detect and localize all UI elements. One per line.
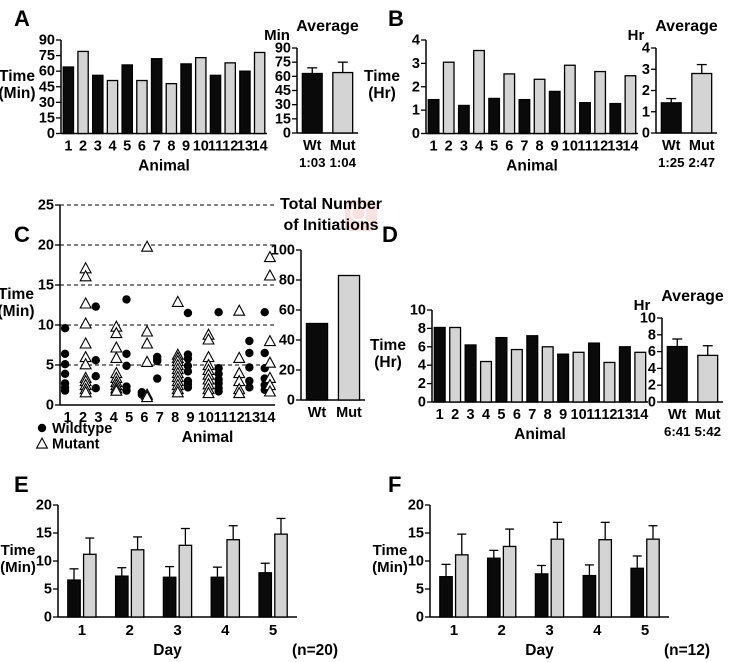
svg-text:Wt: Wt (662, 138, 681, 154)
svg-text:1:03: 1:03 (299, 155, 326, 170)
svg-text:10: 10 (408, 554, 424, 570)
svg-text:Total Number: Total Number (280, 196, 382, 213)
svg-text:0: 0 (416, 610, 424, 626)
svg-text:60: 60 (275, 69, 291, 85)
svg-text:5: 5 (641, 622, 649, 639)
svg-text:7: 7 (156, 410, 164, 426)
svg-text:0: 0 (46, 398, 54, 414)
svg-text:3: 3 (545, 622, 553, 639)
svg-text:Mut: Mut (689, 138, 715, 154)
svg-text:6:41: 6:41 (664, 424, 691, 439)
svg-text:2: 2 (126, 622, 134, 639)
svg-text:10: 10 (198, 410, 214, 426)
svg-text:(Min): (Min) (0, 303, 35, 320)
svg-text:1: 1 (450, 622, 458, 639)
svg-text:Average: Average (661, 288, 724, 305)
svg-text:15: 15 (38, 278, 54, 294)
svg-text:15: 15 (275, 111, 291, 127)
svg-text:8: 8 (648, 327, 656, 343)
svg-text:Hr: Hr (628, 27, 645, 44)
svg-text:20: 20 (38, 238, 54, 254)
svg-text:12: 12 (229, 410, 245, 426)
svg-text:100: 100 (271, 243, 295, 259)
svg-text:5: 5 (46, 358, 54, 374)
svg-text:Mutant: Mutant (52, 437, 100, 453)
svg-text:(n=20): (n=20) (292, 642, 338, 659)
svg-text:80: 80 (279, 273, 295, 289)
svg-text:14: 14 (259, 410, 275, 426)
svg-text:45: 45 (275, 83, 291, 99)
svg-text:15: 15 (408, 526, 424, 542)
svg-text:0: 0 (642, 126, 650, 142)
svg-text:20: 20 (279, 363, 295, 379)
svg-text:0: 0 (287, 393, 295, 409)
svg-text:Wt: Wt (308, 405, 327, 421)
svg-text:Time: Time (0, 286, 34, 303)
svg-text:Average: Average (296, 18, 359, 35)
svg-text:2:47: 2:47 (688, 155, 715, 170)
svg-text:8: 8 (171, 410, 179, 426)
svg-text:20: 20 (36, 498, 52, 514)
svg-text:0: 0 (44, 610, 52, 626)
svg-text:Average: Average (655, 18, 718, 35)
svg-text:Wt: Wt (303, 138, 322, 154)
svg-text:15: 15 (36, 526, 52, 542)
svg-text:10: 10 (38, 318, 54, 334)
svg-text:of Initiations: of Initiations (283, 217, 378, 234)
svg-text:4: 4 (221, 622, 230, 639)
svg-text:1: 1 (78, 622, 86, 639)
svg-text:11: 11 (214, 410, 229, 426)
svg-text:Animal: Animal (182, 429, 234, 446)
svg-text:5:42: 5:42 (694, 424, 721, 439)
svg-text:40: 40 (279, 333, 295, 349)
svg-text:75: 75 (275, 55, 291, 71)
svg-text:2: 2 (498, 622, 506, 639)
svg-text:Mut: Mut (330, 138, 356, 154)
svg-text:9: 9 (186, 410, 194, 426)
svg-text:0: 0 (283, 126, 291, 142)
svg-text:4: 4 (593, 622, 602, 639)
svg-text:Time: Time (373, 542, 408, 559)
svg-text:6: 6 (140, 410, 148, 426)
svg-text:Wt: Wt (668, 407, 687, 423)
svg-text:Day: Day (525, 642, 554, 659)
svg-text:Min: Min (264, 27, 290, 44)
svg-text:25: 25 (38, 198, 54, 214)
svg-text:5: 5 (125, 410, 133, 426)
svg-text:1:04: 1:04 (329, 155, 356, 170)
svg-text:Hr: Hr (634, 297, 651, 314)
svg-text:10: 10 (36, 554, 52, 570)
svg-text:(Min): (Min) (0, 559, 36, 576)
svg-text:1: 1 (642, 104, 650, 120)
svg-text:13: 13 (244, 410, 260, 426)
svg-text:(Min): (Min) (372, 559, 408, 576)
svg-text:(n=12): (n=12) (664, 642, 710, 659)
svg-text:2: 2 (648, 378, 656, 394)
svg-text:2: 2 (642, 83, 650, 99)
svg-text:1:25: 1:25 (658, 155, 685, 170)
svg-text:0: 0 (648, 395, 656, 411)
svg-text:3: 3 (642, 62, 650, 78)
svg-text:Mut: Mut (336, 405, 362, 421)
svg-text:4: 4 (648, 361, 656, 377)
svg-text:20: 20 (408, 498, 424, 514)
svg-text:Mut: Mut (695, 407, 721, 423)
svg-text:Time: Time (1, 542, 36, 559)
svg-text:5: 5 (416, 582, 424, 598)
svg-text:30: 30 (275, 97, 291, 113)
svg-text:3: 3 (173, 622, 181, 639)
svg-text:Day: Day (153, 642, 182, 659)
svg-text:6: 6 (648, 344, 656, 360)
svg-text:5: 5 (44, 582, 52, 598)
svg-text:Wildtype: Wildtype (52, 421, 112, 437)
svg-text:5: 5 (269, 622, 277, 639)
svg-text:60: 60 (279, 303, 295, 319)
